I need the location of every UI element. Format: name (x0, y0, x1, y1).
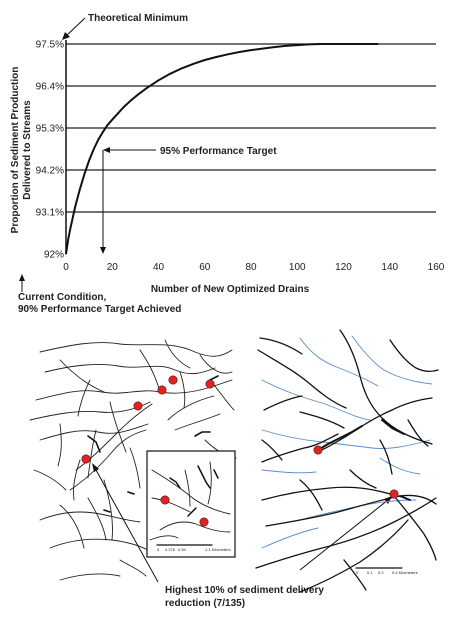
current-condition-line-2: 90% Performance Target Achieved (18, 304, 181, 315)
data-point (93, 148, 95, 150)
data-point (366, 43, 368, 45)
callout-arrow-right (299, 499, 389, 571)
data-point (342, 43, 345, 45)
drain-marker (157, 385, 167, 395)
data-point (192, 63, 194, 65)
performance-target-h-arrowhead (103, 147, 110, 153)
y-tick-label: 95.3% (36, 124, 64, 135)
inset-scale-label-0: 0 (157, 547, 160, 552)
inset-box (146, 450, 236, 558)
data-point (354, 43, 356, 45)
performance-target-label: 95% Performance Target (160, 146, 277, 157)
x-tick-label: 0 (63, 262, 69, 273)
data-point (74, 205, 76, 207)
x-tick-label: 160 (428, 262, 445, 273)
data-point (157, 79, 160, 81)
y-tick-label: 93.1% (36, 208, 64, 219)
callout-line-1: Highest 10% of sediment delivery (165, 585, 324, 596)
sediment-chart: 92% 93.1% 94.2% 95.3% 96.4% 97.5% 0 20 40 60 80 10… (10, 13, 445, 315)
data-point (308, 43, 310, 45)
gridlines (66, 43, 436, 213)
performance-target-v-arrowhead (100, 247, 106, 254)
drain-marker (313, 445, 323, 455)
theoretical-minimum-arrow (65, 17, 86, 37)
data-point (65, 253, 67, 255)
data-point (83, 173, 86, 175)
data-point (285, 45, 287, 47)
inset-scale-label-1: 0.275 (165, 547, 176, 552)
data-point (250, 49, 252, 51)
data-point (377, 43, 379, 45)
x-tick-labels: 0 20 40 60 80 100 120 140 160 (63, 262, 445, 273)
data-point (146, 87, 148, 89)
data-point (79, 188, 81, 190)
inset-scale-label-2: 0.55 (178, 547, 187, 552)
x-tick-label: 80 (245, 262, 257, 273)
data-point (331, 43, 333, 45)
y-tick-label: 97.5% (36, 40, 64, 51)
x-axis-label: Number of New Optimized Drains (151, 284, 310, 295)
data-point (97, 138, 99, 141)
drain-marker (168, 375, 178, 385)
data-point (227, 53, 229, 55)
right-scale-label-2: 0.2 (378, 570, 384, 575)
series-points (65, 43, 379, 255)
data-point (88, 159, 90, 162)
right-scale-label-3: 0.4 Kilometers (392, 570, 418, 575)
data-point (204, 59, 206, 61)
data-point (102, 131, 104, 133)
callout: Highest 10% of sediment delivery reducti… (92, 463, 392, 609)
data-point (296, 44, 298, 46)
y-tick-label: 96.4% (36, 82, 64, 93)
callout-arrowhead-left (92, 463, 99, 472)
y-axis-label-line-2: Delivered to Streams (22, 100, 33, 200)
drain-marker (133, 401, 143, 411)
left-network-map: 0 0.275 0.55 1.1 Kilometers (29, 339, 237, 581)
data-point (319, 43, 321, 45)
x-tick-label: 60 (199, 262, 211, 273)
drain-marker (389, 489, 399, 499)
data-point (169, 73, 171, 75)
x-tick-label: 140 (381, 262, 398, 273)
theoretical-minimum-arrowhead (62, 32, 70, 40)
y-tick-label: 94.2% (36, 166, 64, 177)
data-point (67, 238, 69, 240)
data-point (261, 47, 264, 50)
data-point (111, 119, 113, 121)
data-point (181, 67, 183, 70)
y-axis-label-line-1: Proportion of Sediment Production (10, 67, 21, 234)
current-condition-arrowhead (19, 274, 25, 281)
drain-marker (205, 379, 215, 389)
right-scale-label-1: 0.1 (367, 570, 373, 575)
data-point (273, 46, 275, 48)
data-point (116, 114, 118, 116)
data-point (238, 51, 241, 53)
data-point (107, 124, 109, 126)
data-point (123, 106, 125, 108)
x-tick-label: 20 (107, 262, 119, 273)
right-network-map: 0 0.1 0.2 0.4 Kilometers (255, 329, 439, 593)
theoretical-minimum-label: Theoretical Minimum (88, 13, 188, 24)
callout-arrow-left (95, 469, 159, 583)
y-tick-label: 92% (44, 250, 64, 261)
drain-marker (81, 454, 91, 464)
current-condition-line-1: Current Condition, (18, 292, 107, 303)
data-point (137, 94, 139, 96)
inset-scale-label-3: 1.1 Kilometers (205, 547, 231, 552)
drain-marker (160, 495, 170, 505)
right-scale-label-0: 0 (356, 570, 359, 575)
y-tick-labels: 92% 93.1% 94.2% 95.3% 96.4% 97.5% (36, 40, 64, 261)
drain-marker (199, 517, 209, 527)
x-tick-label: 40 (153, 262, 165, 273)
x-tick-label: 120 (335, 262, 352, 273)
x-tick-label: 100 (289, 262, 306, 273)
data-point (215, 56, 217, 58)
callout-line-2: reduction (7/135) (165, 598, 245, 609)
data-point (70, 226, 72, 228)
drain-segments (317, 419, 411, 501)
data-point (130, 99, 132, 102)
roads (255, 329, 439, 593)
